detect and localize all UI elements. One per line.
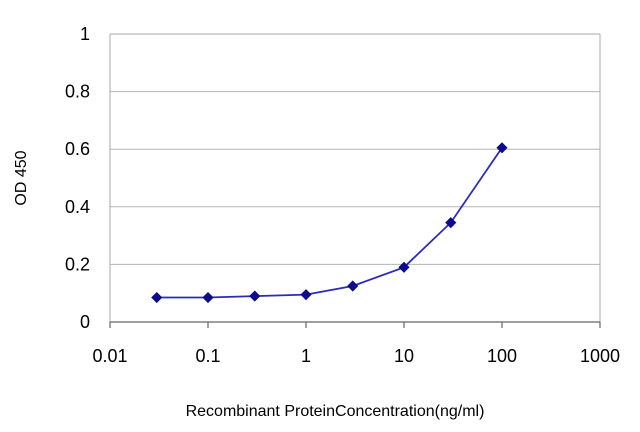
x-tick-label: 0.1 <box>195 346 220 366</box>
data-point-marker <box>151 291 163 304</box>
y-tick-label: 1 <box>80 24 90 44</box>
data-point-marker <box>496 142 508 154</box>
data-point-marker <box>249 290 261 302</box>
data-point-marker <box>300 289 312 301</box>
data-point-marker <box>202 291 214 304</box>
data-point-marker <box>347 280 359 292</box>
plot-frame-layer <box>109 33 601 322</box>
data-point-marker <box>398 261 410 273</box>
x-tick-label: 1000 <box>580 346 620 366</box>
x-tick-label: 10 <box>394 346 414 366</box>
x-axis-label: Recombinant ProteinConcentration(ng/ml) <box>186 403 485 420</box>
series-layer <box>151 142 508 304</box>
grid-layer <box>110 33 600 265</box>
y-axis-label: OD 450 <box>13 150 30 205</box>
x-tick-label: 0.01 <box>92 346 127 366</box>
x-tick-label: 1 <box>301 346 311 366</box>
y-tick-label: 0.6 <box>65 139 90 159</box>
series-line <box>156 147 503 299</box>
x-tick-label: 100 <box>487 346 517 366</box>
data-point-marker <box>445 217 457 229</box>
y-tick-label: 0.8 <box>65 82 90 102</box>
y-tick-label: 0.2 <box>65 254 90 274</box>
y-tick-label: 0.4 <box>65 197 90 217</box>
y-tick-label: 0 <box>80 312 90 332</box>
axis-layer: 0.01 0.1 1 10 100 1000 0 0.2 0.4 0.6 0.8 1 <box>65 24 620 366</box>
